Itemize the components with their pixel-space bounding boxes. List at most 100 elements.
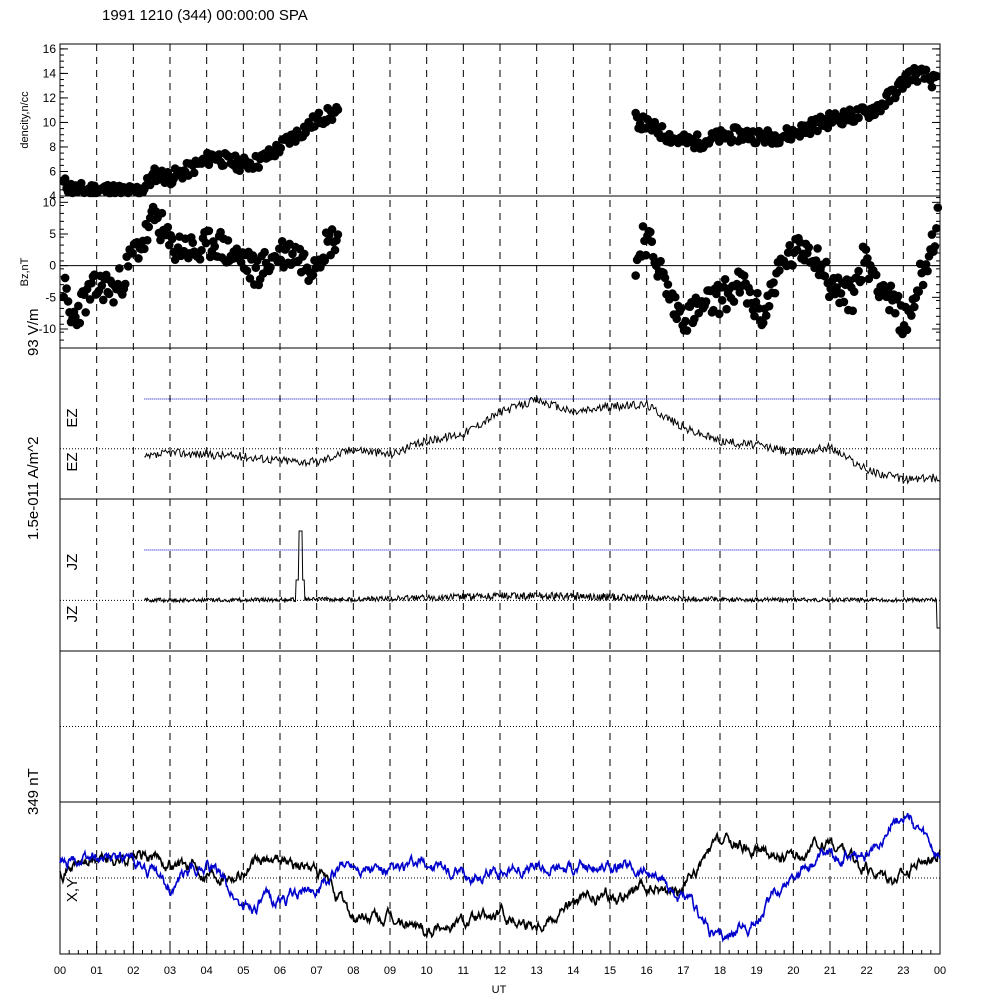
jz-panel: JZ JZ: [64, 530, 940, 629]
x-tick-label-0: 00: [54, 965, 66, 977]
density-tick-label-6: 16: [43, 42, 57, 56]
bz-point: [745, 287, 755, 297]
x-tick-label-22: 22: [861, 965, 873, 977]
density-point: [932, 71, 941, 81]
density-point: [692, 130, 702, 139]
bz-point: [663, 280, 673, 289]
bz-point: [60, 273, 70, 283]
density-point: [751, 138, 761, 148]
x-tick-label-2: 02: [127, 965, 139, 977]
bz-point: [242, 266, 252, 276]
bz-point: [863, 254, 872, 263]
bz-point: [676, 304, 686, 313]
density-ylabel: dencity,n/cc: [19, 91, 31, 149]
bz-point: [910, 302, 919, 312]
bz-point: [266, 263, 275, 272]
density-tick-label-1: 6: [49, 164, 56, 178]
bz-point: [839, 297, 849, 307]
bz-point: [722, 304, 731, 314]
bz-y-ticks: -10 -5 0 5 10: [39, 195, 940, 349]
x-tick-label-24: 00: [934, 965, 946, 977]
bz-point: [769, 278, 778, 287]
x-tick-label-11: 11: [458, 965, 469, 977]
bz-point: [923, 266, 932, 276]
xy-series-0: [59, 831, 941, 940]
x-tick-label-8: 08: [347, 965, 359, 977]
bz-point: [276, 255, 286, 265]
xy-series-1: [59, 812, 941, 943]
bz-point: [641, 250, 651, 260]
bz-point: [120, 279, 130, 289]
density-point: [854, 113, 863, 123]
bz-point: [813, 244, 822, 253]
bz-point: [886, 281, 896, 291]
bz-point: [857, 275, 866, 285]
bz-point: [717, 295, 727, 305]
x-tick-label-21: 21: [824, 965, 836, 977]
density-panel: dencity,n/cc 4 6 8 10 12 14 16: [19, 42, 941, 203]
bz-point: [930, 242, 940, 251]
bz-point: [320, 256, 330, 265]
ez-label-upper: EZ: [64, 408, 81, 427]
density-y-ticks: 4 6 8 10 12 14 16: [43, 42, 940, 203]
density-point: [650, 117, 660, 127]
density-points: [59, 63, 941, 198]
density-point: [892, 88, 902, 98]
bz-point: [97, 281, 107, 290]
x-tick-label-6: 06: [274, 965, 286, 977]
bz-point: [277, 236, 287, 246]
bz-point: [890, 308, 900, 318]
bz-point: [115, 264, 124, 273]
jz-label-upper: JZ: [64, 554, 81, 571]
bz-point: [854, 266, 863, 276]
bz-point: [921, 260, 931, 269]
bz-tick-label-0: -10: [39, 322, 57, 336]
bz-point: [167, 234, 177, 244]
bz-point: [656, 256, 665, 266]
x-tick-label-13: 13: [531, 965, 543, 977]
bz-point: [785, 241, 794, 250]
xy-panel: X,Y: [59, 812, 941, 943]
bz-point: [788, 261, 797, 270]
bz-point: [720, 275, 730, 284]
bz-point: [933, 203, 943, 212]
bz-point: [308, 270, 318, 280]
bz-point: [914, 287, 924, 296]
density-point: [921, 65, 931, 75]
bz-point: [638, 222, 648, 231]
bz-point: [832, 283, 841, 292]
bz-point: [71, 312, 80, 322]
bz-point: [820, 271, 830, 281]
density-tick-label-4: 12: [43, 91, 57, 105]
bz-point: [690, 314, 699, 324]
bz-point: [104, 289, 114, 299]
density-point: [276, 143, 286, 153]
ez-line: [144, 396, 940, 485]
bz-point: [210, 242, 220, 251]
bz-point: [758, 318, 768, 328]
bz-point: [918, 280, 928, 290]
x-tick-label-18: 18: [714, 965, 726, 977]
bz-point: [144, 222, 154, 232]
bz-point: [330, 245, 340, 255]
bz-tick-label-4: 10: [43, 195, 57, 209]
bz-point: [871, 270, 881, 280]
bz-point: [251, 263, 261, 272]
x-tick-label-16: 16: [641, 965, 653, 977]
bz-point: [849, 287, 859, 297]
bz-point: [681, 316, 690, 326]
bz-point: [163, 222, 173, 232]
bz-point: [87, 278, 96, 288]
bz-point: [288, 249, 297, 259]
bz-point: [701, 297, 711, 306]
density-point: [927, 82, 937, 92]
x-tick-label-3: 03: [164, 965, 176, 977]
bz-point: [128, 248, 137, 258]
bz-point: [140, 244, 149, 254]
density-tick-label-3: 10: [43, 115, 57, 129]
bz-point: [195, 255, 205, 264]
bz-point: [646, 227, 655, 237]
bz-point: [85, 295, 95, 304]
bz-point: [907, 311, 916, 320]
